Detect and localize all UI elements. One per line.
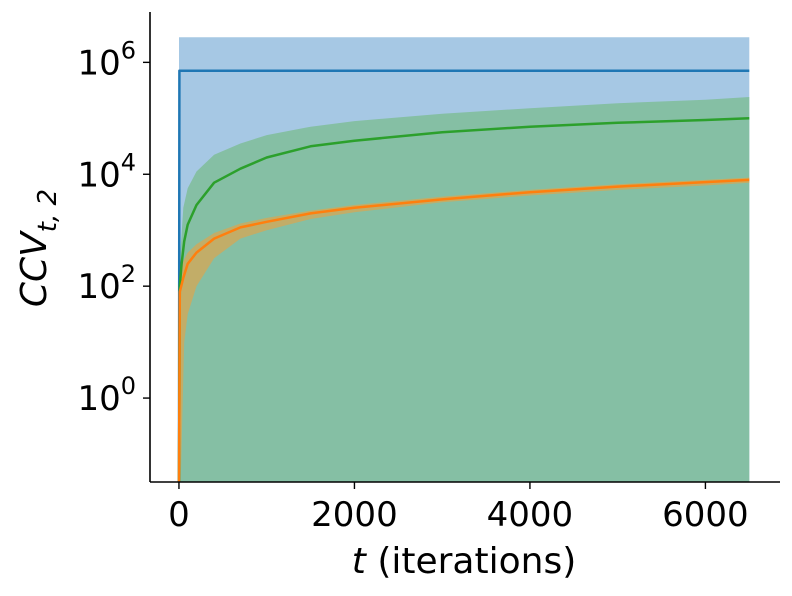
x-axis-label: t (iterations): [352, 541, 577, 582]
x-tick-label: 2000: [311, 495, 398, 535]
y-axis-label: CCVt, 2: [14, 189, 63, 307]
x-tick-label: 0: [168, 495, 190, 535]
line-series-2: [177, 117, 750, 483]
y-ticks: 100 102 104 106: [77, 36, 150, 419]
x-tick-label: 4000: [487, 495, 574, 535]
y-tick-label: 106: [77, 36, 136, 83]
y-tick-label: 104: [77, 148, 136, 195]
x-ticks: 0 2000 4000 6000: [168, 482, 749, 535]
y-tick-label: 100: [77, 372, 136, 419]
series-lines: [177, 69, 750, 483]
axes: [149, 12, 780, 483]
line-series-3: [177, 178, 750, 483]
y-tick-label: 102: [77, 260, 136, 307]
x-tick-label: 6000: [662, 495, 749, 535]
confidence-bands: [179, 37, 750, 482]
band-series-2: [179, 97, 750, 482]
